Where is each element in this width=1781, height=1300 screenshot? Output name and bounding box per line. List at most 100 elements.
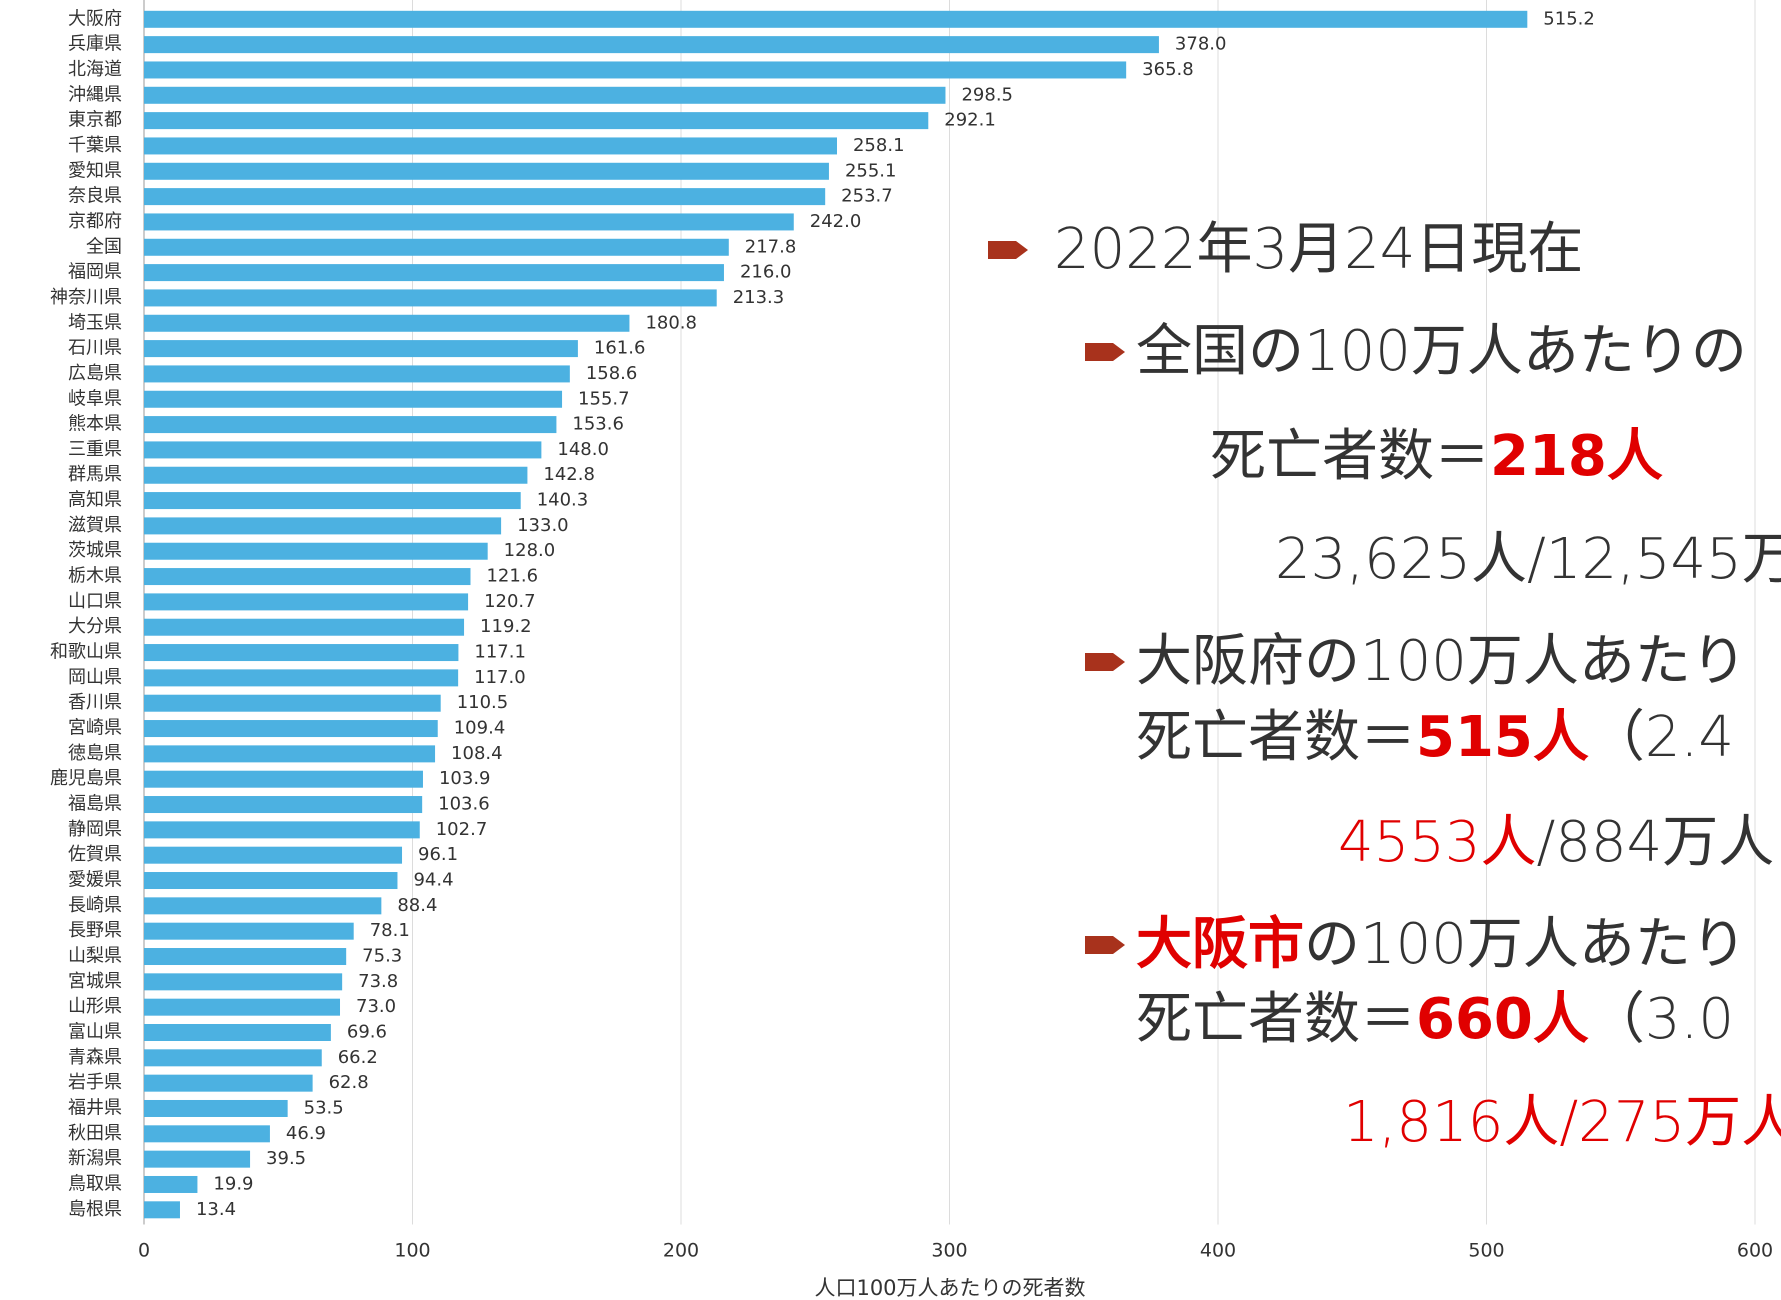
note-line: 死亡者数＝218人 xyxy=(1210,429,1663,485)
bar xyxy=(144,1150,251,1168)
y-tick-label: 兵庫県 xyxy=(68,34,122,55)
bar xyxy=(144,694,441,712)
bar xyxy=(144,137,837,155)
note-line: 死亡者数＝515人（2.4 xyxy=(1136,710,1734,766)
bar xyxy=(144,872,398,890)
note-text: 大阪府の100万人あたり xyxy=(1136,629,1747,694)
note-line: 4553人/884万人 xyxy=(1338,815,1774,871)
value-label: 292.1 xyxy=(944,110,996,131)
value-label: 121.6 xyxy=(486,566,538,587)
y-tick-label: 茨城県 xyxy=(68,540,122,561)
value-label: 133.0 xyxy=(517,515,569,536)
value-label: 161.6 xyxy=(594,338,646,359)
y-tick-label: 静岡県 xyxy=(68,819,122,840)
y-tick-label: 和歌山県 xyxy=(50,642,122,663)
bar xyxy=(144,61,1127,79)
y-tick-label: 秋田県 xyxy=(68,1123,122,1144)
y-tick-label: 高知県 xyxy=(68,490,122,511)
y-tick-label: 長崎県 xyxy=(68,895,122,916)
note-text: 4553人 xyxy=(1338,810,1537,875)
value-label: 19.9 xyxy=(213,1173,253,1194)
note-line: 大阪府の100万人あたり xyxy=(1136,634,1747,690)
note-text: 515人 xyxy=(1416,705,1589,770)
note-text: 23,625人/12,545万 xyxy=(1275,527,1781,592)
y-tick-label: 愛媛県 xyxy=(68,870,122,891)
bar xyxy=(144,593,469,611)
bar xyxy=(144,36,1159,54)
y-tick-label: 群馬県 xyxy=(68,464,122,485)
value-label: 378.0 xyxy=(1175,34,1227,55)
value-label: 158.6 xyxy=(586,363,638,384)
y-tick-label: 京都府 xyxy=(68,211,122,232)
note-text: 1,816人/275万人 xyxy=(1343,1090,1781,1155)
y-tick-label: 福井県 xyxy=(68,1097,122,1118)
bar xyxy=(144,770,423,788)
bar xyxy=(144,492,521,510)
arrow-shape xyxy=(1085,653,1125,671)
bar xyxy=(144,568,471,586)
bar xyxy=(144,1099,288,1117)
value-label: 103.9 xyxy=(439,768,491,789)
y-tick-label: 大分県 xyxy=(68,616,122,637)
note-line: 大阪市の100万人あたり xyxy=(1136,917,1747,973)
value-label: 88.4 xyxy=(397,895,437,916)
value-label: 258.1 xyxy=(853,135,905,156)
value-label: 148.0 xyxy=(557,439,609,460)
bar xyxy=(144,340,578,358)
bar xyxy=(144,1125,270,1143)
y-tick-label: 山梨県 xyxy=(68,946,122,967)
y-tick-label: 広島県 xyxy=(68,363,122,384)
y-tick-label: 栃木県 xyxy=(68,566,122,587)
value-label: 46.9 xyxy=(286,1123,326,1144)
arrow-shape xyxy=(1085,936,1125,954)
bar xyxy=(144,416,557,434)
bar xyxy=(144,821,420,839)
note-text: /884万人 xyxy=(1536,810,1775,875)
value-label: 39.5 xyxy=(266,1148,306,1169)
note-text: 2022年3月24日現在 xyxy=(1054,217,1584,282)
value-label: 255.1 xyxy=(845,160,897,181)
value-label: 253.7 xyxy=(841,186,893,207)
bar xyxy=(144,390,563,408)
bar xyxy=(144,441,542,459)
y-tick-label: 東京都 xyxy=(68,110,122,131)
note-line: 1,816人/275万人 xyxy=(1343,1095,1781,1151)
value-label: 73.0 xyxy=(356,996,396,1017)
y-tick-label: 神奈川県 xyxy=(50,287,122,308)
y-tick-label: 佐賀県 xyxy=(68,844,122,865)
y-tick-label: 滋賀県 xyxy=(68,515,122,536)
note-line: 23,625人/12,545万 xyxy=(1275,532,1781,588)
bar xyxy=(144,618,465,636)
value-label: 110.5 xyxy=(457,692,509,713)
y-tick-label: 岐阜県 xyxy=(68,388,122,409)
bar xyxy=(144,238,729,256)
value-label: 109.4 xyxy=(454,718,506,739)
note-text: （2.4 xyxy=(1588,705,1734,770)
y-tick-label: 鹿児島県 xyxy=(50,768,122,789)
y-tick-label: 愛知県 xyxy=(68,160,122,181)
value-label: 180.8 xyxy=(645,312,697,333)
y-tick-label: 徳島県 xyxy=(68,743,122,764)
arrow-shape xyxy=(988,241,1028,259)
note-text: 死亡者数＝ xyxy=(1136,987,1416,1052)
y-tick-label: 長野県 xyxy=(68,920,122,941)
arrow-shape xyxy=(1085,343,1125,361)
y-tick-label: 北海道 xyxy=(68,59,122,80)
value-label: 53.5 xyxy=(304,1097,344,1118)
y-tick-label: 宮崎県 xyxy=(68,718,122,739)
bar xyxy=(144,669,459,687)
bar xyxy=(144,897,382,915)
x-tick-label: 400 xyxy=(1200,1240,1236,1262)
value-label: 216.0 xyxy=(740,262,792,283)
y-tick-label: 島根県 xyxy=(68,1199,122,1220)
value-label: 108.4 xyxy=(451,743,503,764)
note-text: 660人 xyxy=(1416,987,1589,1052)
bar xyxy=(144,365,570,383)
value-label: 128.0 xyxy=(504,540,556,561)
note-text: 全国の100万人あたりの xyxy=(1136,319,1747,384)
bar xyxy=(144,517,502,535)
bullet-arrow xyxy=(1085,936,1125,954)
value-label: 103.6 xyxy=(438,794,490,815)
value-label: 13.4 xyxy=(196,1199,236,1220)
